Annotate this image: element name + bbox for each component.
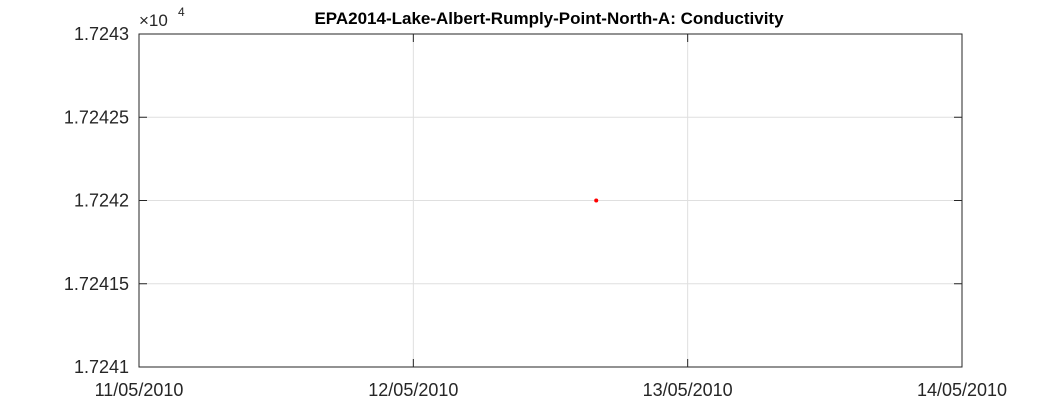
y-tick-label: 1.7242 xyxy=(74,191,129,211)
data-point xyxy=(594,198,599,203)
x-tick-label: 14/05/2010 xyxy=(917,380,1007,400)
x-tick-label: 13/05/2010 xyxy=(643,380,733,400)
x-tick-label: 12/05/2010 xyxy=(368,380,458,400)
chart-title: EPA2014-Lake-Albert-Rumply-Point-North-A… xyxy=(314,9,784,28)
axis-ticks xyxy=(138,33,963,368)
data-points xyxy=(594,198,599,203)
grid xyxy=(139,34,962,367)
y-multiplier: ×10 4 xyxy=(139,5,185,30)
x-tick-label: 11/05/2010 xyxy=(95,380,184,400)
y-tick-label: 1.72425 xyxy=(64,107,129,127)
x-tick-labels: 11/05/2010 12/05/2010 13/05/2010 14/05/2010 xyxy=(95,380,1007,400)
y-tick-labels: 1.7241 1.72415 1.7242 1.72425 1.7243 xyxy=(64,24,129,377)
y-tick-label: 1.7241 xyxy=(74,357,129,377)
y-tick-label: 1.72415 xyxy=(64,274,129,294)
y-multiplier-base: ×10 xyxy=(139,11,168,30)
y-tick-label: 1.7243 xyxy=(74,24,129,44)
y-multiplier-exponent: 4 xyxy=(178,5,185,19)
